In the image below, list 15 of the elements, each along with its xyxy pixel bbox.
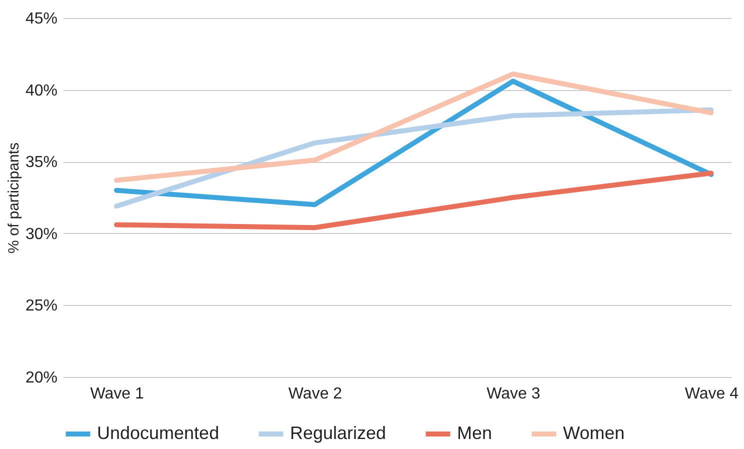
y-axis-title: % of participants (5, 142, 22, 254)
x-tick-label: Wave 1 (90, 386, 144, 402)
y-tick-label: 25% (25, 298, 58, 315)
legend-label: Regularized (290, 423, 386, 443)
x-tick-label: Wave 2 (288, 386, 342, 402)
y-tick-label: 35% (25, 154, 58, 172)
y-tick-label: 45% (25, 10, 58, 28)
y-tick-label: 40% (25, 82, 58, 100)
y-tick-label: 20% (25, 370, 58, 386)
y-tick-label: 30% (25, 226, 58, 243)
legend-label: Undocumented (97, 423, 220, 443)
legend-label: Women (563, 423, 625, 443)
x-tick-label: Wave 4 (684, 386, 739, 402)
legend-label: Men (457, 423, 492, 443)
x-tick-label: Wave 3 (486, 386, 540, 402)
